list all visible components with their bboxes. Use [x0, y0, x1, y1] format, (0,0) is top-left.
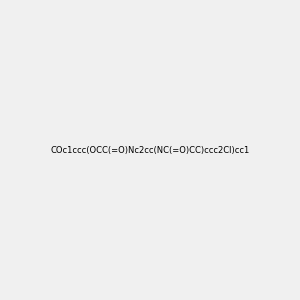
Text: COc1ccc(OCC(=O)Nc2cc(NC(=O)CC)ccc2Cl)cc1: COc1ccc(OCC(=O)Nc2cc(NC(=O)CC)ccc2Cl)cc1 [50, 146, 250, 154]
